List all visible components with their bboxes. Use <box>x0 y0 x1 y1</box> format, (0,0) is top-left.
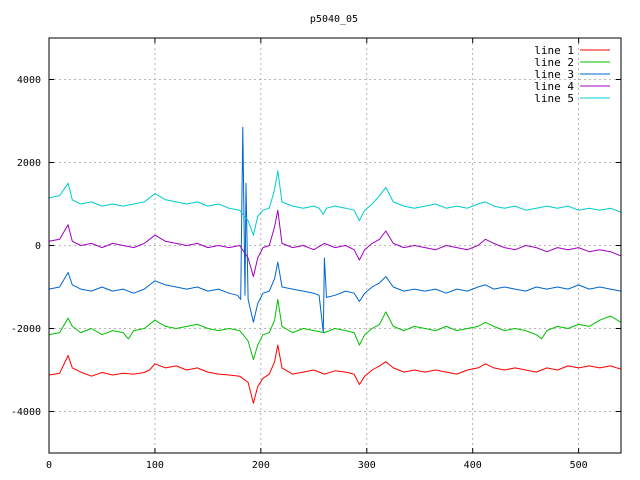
series-line-3 <box>48 126 622 334</box>
series-line-5 <box>48 170 622 236</box>
series-line-1 <box>48 344 622 404</box>
series-line-2 <box>48 298 622 361</box>
legend-label-5: line 5 <box>534 92 574 105</box>
x-tick-label: 500 <box>570 460 588 471</box>
legend-label-2: line 2 <box>534 56 574 69</box>
x-tick-label: 200 <box>252 460 270 471</box>
y-tick-label: 4000 <box>17 75 41 86</box>
x-tick-label: 400 <box>464 460 482 471</box>
legend-label-1: line 1 <box>534 44 574 57</box>
ticks-layer: 0 100 200 300 400 500 -4000 -2000 0 2000 4000 <box>11 38 621 471</box>
chart-title: p5040_05 <box>310 14 358 25</box>
y-tick-label: -4000 <box>11 407 41 418</box>
series-line-4 <box>48 209 622 278</box>
y-tick-label: 2000 <box>17 158 41 169</box>
y-tick-label: 0 <box>35 241 41 252</box>
x-tick-label: 0 <box>46 460 52 471</box>
x-tick-label: 100 <box>146 460 164 471</box>
y-tick-label: -2000 <box>11 324 41 335</box>
x-tick-label: 300 <box>358 460 376 471</box>
legend-label-4: line 4 <box>534 80 574 93</box>
series-layer <box>48 126 622 404</box>
legend-label-3: line 3 <box>534 68 574 81</box>
